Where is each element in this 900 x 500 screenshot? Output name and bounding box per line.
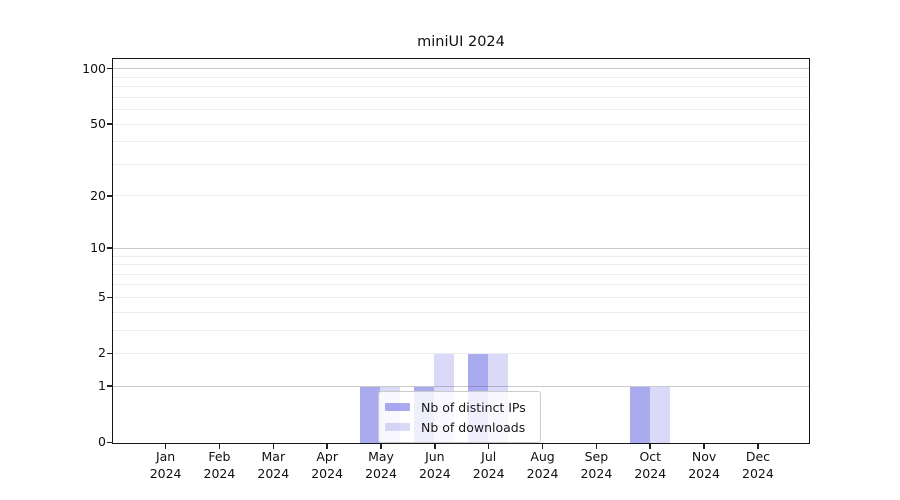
bar-oct-distinct-ips [629, 386, 650, 443]
x-tick-mark [380, 444, 382, 449]
major-gridline [113, 385, 809, 387]
minor-gridline [113, 163, 809, 165]
y-tick-label: 2 [98, 345, 106, 361]
y-tick-mark [106, 296, 113, 299]
y-tick-mark [106, 67, 113, 70]
legend-item-distinct-ips: Nb of distinct IPs [385, 397, 532, 417]
x-tick-mark [164, 444, 167, 449]
minor-gridline [113, 264, 809, 266]
minor-gridline [113, 329, 809, 331]
legend: Nb of distinct IPs Nb of downloads [378, 391, 541, 443]
legend-swatch-distinct-ips-icon [385, 403, 410, 411]
x-tick-label: Jan 2024 [149, 449, 182, 481]
x-tick-mark [487, 444, 490, 449]
y-tick-mark [106, 352, 113, 355]
x-tick-mark [757, 444, 759, 449]
bar-oct-downloads [649, 386, 670, 443]
y-tick-label: 20 [90, 187, 106, 203]
x-tick-label: Sep 2024 [580, 449, 613, 481]
minor-gridline [113, 284, 809, 286]
x-tick-mark [434, 444, 436, 449]
y-tick-label: 50 [90, 116, 106, 132]
minor-gridline [113, 109, 809, 111]
minor-gridline [113, 195, 809, 197]
minor-gridline [113, 255, 809, 257]
x-tick-mark [218, 444, 221, 449]
y-tick-label: 10 [90, 240, 106, 256]
grid-layer [113, 59, 809, 443]
legend-label-downloads: Nb of downloads [421, 419, 526, 435]
x-tick-mark [541, 444, 544, 449]
minor-gridline [113, 353, 809, 355]
x-tick-label: Oct 2024 [634, 449, 667, 481]
x-tick-mark [703, 444, 705, 449]
plot-area: Nb of distinct IPs Nb of downloads [112, 58, 810, 444]
minor-gridline [113, 273, 809, 275]
y-tick-mark [106, 385, 113, 388]
minor-gridline [113, 123, 809, 125]
y-tick-mark [106, 247, 113, 250]
y-tick-label: 0 [98, 434, 106, 450]
minor-gridline [113, 76, 809, 78]
x-tick-mark [649, 444, 652, 449]
legend-label-distinct-ips: Nb of distinct IPs [421, 399, 526, 415]
y-tick-mark [106, 441, 113, 444]
y-tick-mark [106, 195, 113, 197]
legend-item-downloads: Nb of downloads [385, 417, 532, 437]
legend-swatch-downloads-icon [385, 423, 410, 431]
major-gridline [113, 247, 809, 249]
x-tick-label: Jul 2024 [472, 449, 505, 481]
chart-title: miniUI 2024 [417, 34, 505, 50]
x-tick-label: Mar 2024 [257, 449, 290, 481]
x-tick-label: Aug 2024 [526, 449, 559, 481]
bar-may-distinct-ips [360, 386, 381, 443]
bar-layer [113, 59, 809, 443]
x-tick-label: Nov 2024 [688, 449, 720, 481]
x-tick-label: Feb 2024 [203, 449, 236, 481]
x-tick-label: May 2024 [365, 449, 397, 481]
minor-gridline [113, 86, 809, 88]
y-tick-mark [106, 123, 113, 125]
y-tick-label: 5 [98, 289, 106, 305]
x-tick-mark [595, 444, 598, 449]
major-gridline [113, 68, 809, 70]
x-tick-mark [326, 444, 328, 449]
y-tick-label: 100 [82, 60, 106, 76]
x-tick-label: Dec 2024 [742, 449, 774, 481]
minor-gridline [113, 296, 809, 298]
y-tick-label: 1 [98, 378, 106, 394]
x-tick-label: Apr 2024 [311, 449, 344, 481]
x-tick-label: Jun 2024 [418, 449, 451, 481]
minor-gridline [113, 96, 809, 98]
x-tick-mark [272, 444, 275, 449]
minor-gridline [113, 141, 809, 143]
minor-gridline [113, 311, 809, 313]
